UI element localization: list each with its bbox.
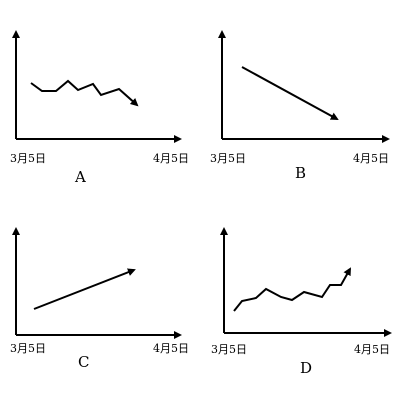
- panel-b-trend-line: [241, 66, 339, 120]
- panel-c: 3月5日 4月5日 C: [10, 227, 189, 371]
- panel-c-x-start-label: 3月5日: [10, 342, 46, 355]
- panel-d-x-end-label: 4月5日: [354, 343, 390, 356]
- panel-d: 3月5日 4月5日 D: [211, 227, 392, 377]
- panel-a: 3月5日 4月5日 A: [10, 30, 189, 186]
- panel-b-x-end-label: 4月5日: [353, 152, 389, 165]
- panel-a-trend-line: [30, 79, 139, 107]
- panel-c-x-end-label: 4月5日: [153, 342, 189, 355]
- panel-d-trend-line: [233, 267, 351, 312]
- panel-a-x-start-label: 3月5日: [10, 152, 46, 165]
- panel-b-letter: B: [295, 164, 306, 182]
- panel-c-letter: C: [78, 353, 89, 371]
- panel-d-x-start-label: 3月5日: [211, 343, 247, 356]
- panel-c-trend-line: [33, 268, 136, 310]
- panel-b: 3月5日 4月5日 B: [210, 30, 390, 182]
- panel-d-letter: D: [300, 359, 312, 377]
- panel-a-letter: A: [74, 168, 86, 186]
- panel-a-x-end-label: 4月5日: [153, 152, 189, 165]
- panel-b-x-start-label: 3月5日: [210, 152, 246, 165]
